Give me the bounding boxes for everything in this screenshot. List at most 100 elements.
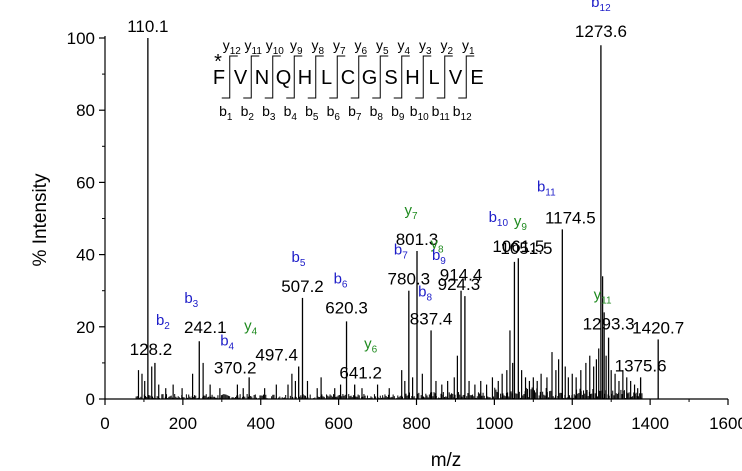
y-tick-label: 80	[76, 101, 95, 120]
y-fragment-label: y4	[397, 37, 410, 57]
x-tick-label: 1000	[475, 414, 513, 433]
sequence-residue: V	[234, 67, 248, 89]
y-tick-label: 40	[76, 246, 95, 265]
y-fragment-label: y12	[223, 37, 242, 57]
y-tick-label: 60	[76, 173, 95, 192]
sequence-residue: F	[213, 67, 225, 89]
sequence-residue: V	[449, 67, 463, 89]
x-tick-label: 200	[169, 414, 197, 433]
ion-annotation-b: b4	[220, 332, 234, 352]
ion-annotation-b: b11	[537, 178, 556, 198]
minor-peaks	[137, 276, 639, 399]
ion-annotation-b: b2	[156, 312, 170, 332]
major-peaks	[147, 38, 659, 399]
sequence-residue: E	[470, 67, 483, 89]
y-fragment-label: y3	[419, 37, 432, 57]
ion-annotation-b: b9	[432, 247, 446, 267]
peak-mass-label: 1293.3	[583, 315, 635, 334]
b-fragment-bracket	[286, 88, 295, 99]
y-fragment-bracket	[401, 55, 410, 88]
y-tick-label: 0	[86, 390, 95, 409]
b-fragment-label: b11	[432, 103, 451, 123]
peak-mass-label: 641.2	[339, 364, 382, 383]
sequence-residue: Q	[276, 67, 292, 89]
b-fragment-label: b4	[284, 103, 298, 123]
peak-mass-label: 242.1	[184, 318, 227, 337]
sequence-residue: C	[341, 67, 355, 89]
ion-annotation-b: b3	[184, 290, 198, 310]
sequence-residue: L	[321, 67, 332, 89]
ion-annotation-b: b12	[591, 0, 611, 14]
peak-mass-label: 1051.5	[500, 239, 552, 258]
y-fragment-bracket	[379, 55, 389, 88]
b-fragment-bracket	[329, 88, 338, 99]
y-tick-label: 100	[67, 29, 95, 48]
peak-mass-label: 1375.6	[615, 356, 667, 375]
b-fragment-label: b5	[305, 103, 319, 123]
ion-annotation-y: y11	[594, 287, 612, 307]
x-tick-label: 600	[324, 414, 352, 433]
b-fragment-bracket	[264, 88, 274, 99]
sequence-residue: S	[384, 67, 397, 89]
b-fragment-label: b10	[410, 103, 429, 123]
y-fragment-label: y6	[354, 37, 367, 57]
peak-labels: 110.1 128.2 b2 242.1 b3 370.2 b4 497.4 y4 507.2 b5…	[127, 0, 684, 383]
y-fragment-label: y1	[462, 37, 475, 57]
ion-annotation-b: b5	[292, 249, 306, 269]
x-tick-label: 1400	[631, 414, 669, 433]
peak-mass-label: 837.4	[410, 309, 453, 328]
peak-mass-label: 1174.5	[545, 208, 596, 227]
ion-annotation-y: y4	[244, 318, 257, 338]
x-tick-label: 1200	[553, 414, 591, 433]
x-tick-label: 0	[100, 414, 109, 433]
y-axis-title: % Intensity	[30, 173, 51, 266]
y-fragment-label: y8	[311, 37, 324, 57]
b-fragment-label: b3	[262, 103, 276, 123]
peak-mass-label: 924.3	[438, 275, 481, 294]
b-fragment-bracket	[307, 88, 317, 99]
b-fragment-bracket	[372, 88, 381, 99]
ion-annotation-b: b10	[489, 209, 509, 229]
y-fragment-label: y7	[333, 37, 346, 57]
sequence-residue: L	[428, 67, 439, 89]
b-fragment-bracket	[436, 88, 446, 99]
y-fragment-bracket	[293, 55, 303, 88]
b-fragment-label: b12	[453, 103, 472, 123]
y-fragment-label: y11	[245, 37, 263, 57]
b-fragment-bracket	[221, 88, 231, 99]
peak-mass-label: 914.4	[440, 266, 483, 285]
sequence-residue: G	[362, 67, 378, 89]
y-fragment-label: y5	[376, 37, 389, 57]
b-fragment-label: b1	[219, 103, 233, 123]
peak-mass-label: 1420.7	[632, 318, 684, 337]
y-fragment-bracket	[465, 55, 475, 88]
peak-mass-label: 620.3	[325, 298, 368, 317]
y-fragment-bracket	[358, 55, 367, 88]
ion-annotation-y: y6	[364, 336, 378, 356]
sequence-residue: H	[405, 67, 419, 89]
x-tick-label: 400	[247, 414, 275, 433]
x-axis-title: m/z	[431, 450, 462, 471]
peak-mass-label: 128.2	[130, 340, 173, 359]
y-fragment-label: y10	[266, 37, 285, 57]
ion-annotation-y: y8	[431, 236, 445, 256]
y-fragment-bracket	[336, 55, 346, 88]
ion-annotation-b: b8	[418, 283, 432, 303]
peak-mass-label: 497.4	[255, 346, 298, 365]
peak-mass-label: 1061.5	[492, 237, 544, 256]
y-fragment-bracket	[250, 55, 260, 88]
b-fragment-bracket	[458, 88, 467, 99]
b-fragment-label: b2	[241, 103, 255, 123]
peak-mass-label: 507.2	[281, 277, 324, 296]
y-fragment-bracket	[272, 55, 281, 88]
peak-mass-label: 780.3	[388, 270, 431, 289]
y-fragment-label: y9	[290, 37, 303, 57]
peak-mass-label: 110.1	[127, 17, 168, 36]
y-fragment-bracket	[229, 55, 238, 88]
ion-annotation-y: y7	[404, 202, 418, 222]
ion-annotation-y: y9	[514, 213, 528, 233]
b-fragment-bracket	[393, 88, 403, 99]
peptide-sequence-annotation: F V N Q H L C G S H L V E*y12 y11 y10 y9 y8 y7 y6 y5 y4 y3 y2 y…	[213, 37, 484, 123]
